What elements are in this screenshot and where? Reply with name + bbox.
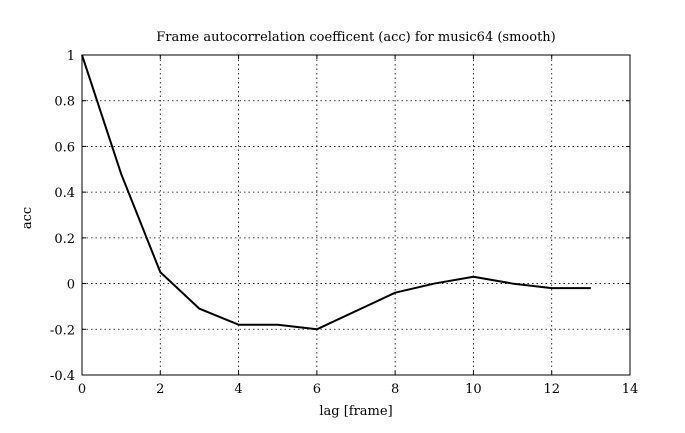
x-tick-label: 4 (234, 382, 242, 397)
y-axis-label: acc (20, 207, 35, 229)
grid (82, 55, 630, 375)
y-tick-label: 0.2 (54, 232, 75, 247)
x-axis-label: lag [frame] (319, 404, 392, 419)
y-tick-label: 0.6 (54, 140, 75, 155)
plot-frame (81, 54, 631, 376)
y-tick-label: -0.2 (50, 323, 75, 338)
x-tick-label: 0 (78, 382, 86, 397)
y-tick-label: -0.4 (50, 369, 75, 384)
x-tick-label: 10 (465, 382, 482, 397)
chart-title: Frame autocorrelation coefficent (acc) f… (156, 30, 556, 45)
axis-ticks: 0 2 4 6 8 10 12 14 -0.4 -0.2 0 0.2 0.4 0.6 0.8 1 (50, 49, 638, 397)
series-line (81, 54, 591, 331)
y-tick-label: 1 (67, 49, 75, 64)
y-tick-label: 0.8 (54, 95, 75, 110)
x-tick-label: 12 (543, 382, 560, 397)
series-group (81, 54, 591, 331)
y-tick-label: 0 (67, 278, 75, 293)
x-tick-label: 8 (391, 382, 399, 397)
x-tick-label: 6 (313, 382, 321, 397)
x-tick-label: 14 (622, 382, 639, 397)
y-tick-label: 0.4 (54, 186, 75, 201)
x-tick-label: 2 (156, 382, 164, 397)
